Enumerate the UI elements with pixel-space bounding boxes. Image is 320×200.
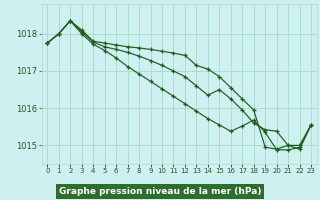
Text: Graphe pression niveau de la mer (hPa): Graphe pression niveau de la mer (hPa) — [59, 187, 261, 196]
